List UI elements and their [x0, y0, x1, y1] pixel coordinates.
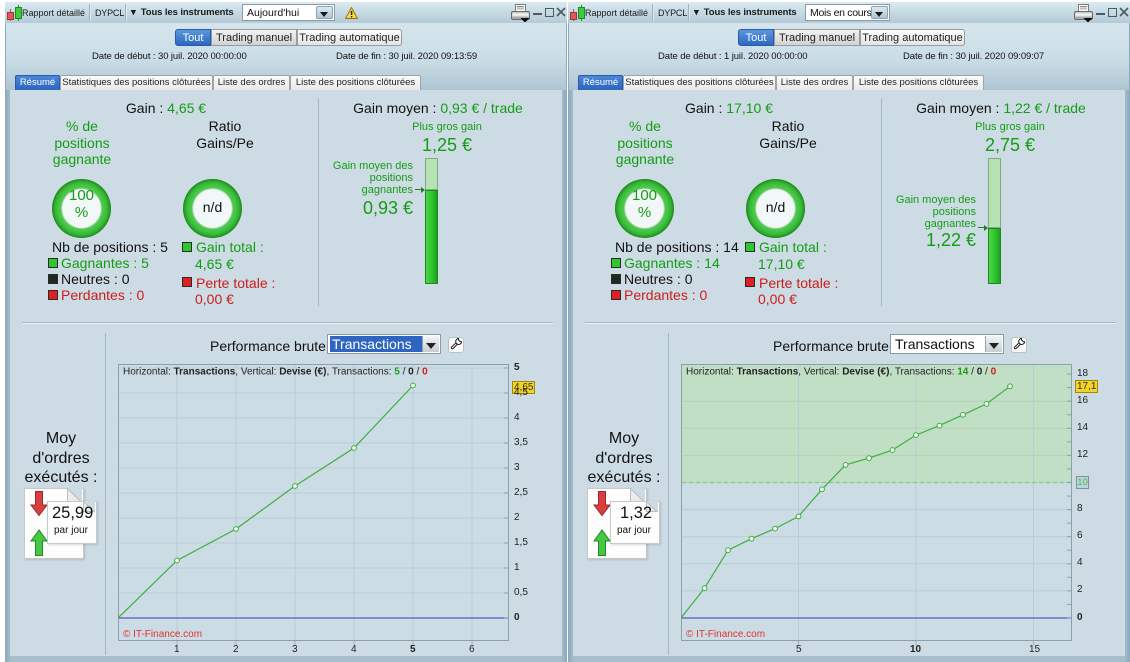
svg-text:© IT-Finance.com: © IT-Finance.com	[686, 629, 765, 640]
svg-text:© IT-Finance.com: © IT-Finance.com	[123, 629, 202, 640]
svg-text:Horizontal: Transactions, Vert: Horizontal: Transactions, Vertical: Devi…	[123, 367, 428, 378]
svg-text:Horizontal: Transactions, Vert: Horizontal: Transactions, Vertical: Devi…	[686, 367, 997, 378]
